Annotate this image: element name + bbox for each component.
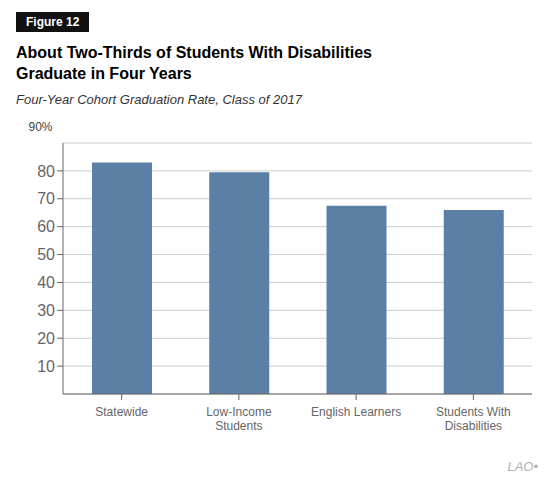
html-text:Four-Year Cohort Graduation Ra: Four-Year Cohort Graduation Rate, Class … <box>16 92 302 107</box>
svg-text:40: 40 <box>37 274 55 291</box>
svg-text:Low-IncomeStudents: Low-IncomeStudents <box>206 405 272 433</box>
html-text:Figure 12: Figure 12 <box>26 15 80 29</box>
svg-text:Statewide: Statewide <box>95 405 148 419</box>
html-text:About Two-Thirds of Students W: About Two-Thirds of Students With Disabi… <box>16 44 372 61</box>
svg-text:Students WithDisabilities: Students WithDisabilities <box>436 405 511 433</box>
svg-text:60: 60 <box>37 218 55 235</box>
svg-text:10: 10 <box>37 358 55 375</box>
html-text:Graduate in Four Years: Graduate in Four Years <box>16 65 192 82</box>
html-text:LAO•: LAO• <box>507 459 538 474</box>
svg-text:English Learners: English Learners <box>311 405 401 419</box>
svg-text:90%: 90% <box>28 120 52 134</box>
svg-text:50: 50 <box>37 246 55 263</box>
svg-text:30: 30 <box>37 302 55 319</box>
svg-text:20: 20 <box>37 330 55 347</box>
svg-text:70: 70 <box>37 190 55 207</box>
svg-text:80: 80 <box>37 163 55 180</box>
